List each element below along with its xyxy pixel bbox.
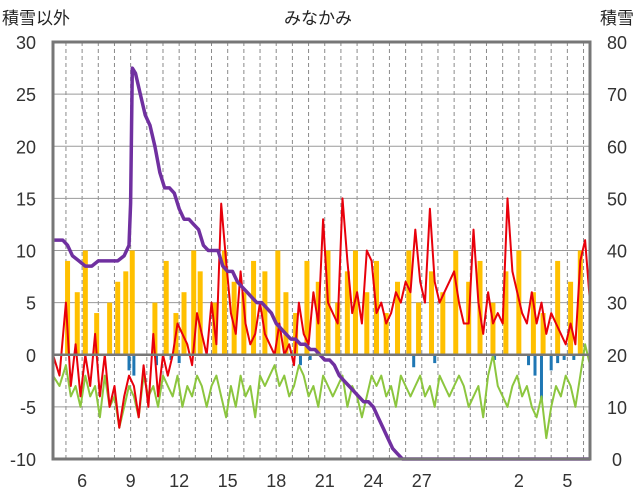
right-tick-label: 80: [607, 33, 627, 53]
chart-title: みなかみ: [284, 9, 352, 29]
precip-bars: [127, 354, 576, 402]
precip-bar: [572, 354, 576, 360]
right-axis-ticks: 80 70 60 50 40 30 20 10 0: [607, 33, 627, 470]
right-tick-label: 60: [607, 137, 627, 157]
max-temp-line: [52, 197, 591, 429]
left-tick-label: 10: [16, 242, 36, 262]
precip-bar: [177, 354, 181, 364]
sunshine-bar: [262, 271, 268, 355]
sunshine-bar: [74, 292, 80, 355]
x-tick-label: 15: [218, 471, 238, 491]
sunshine-bar: [221, 250, 227, 355]
left-tick-label: 0: [26, 346, 36, 366]
sunshine-bar: [335, 302, 341, 355]
precip-bar: [155, 354, 159, 366]
sunshine-bar: [152, 302, 158, 355]
left-tick-label: 15: [16, 189, 36, 209]
right-tick-label: 50: [607, 189, 627, 209]
precip-bar: [533, 354, 537, 376]
precip-bar: [308, 354, 312, 360]
sunshine-bar: [406, 250, 412, 355]
precip-bar: [556, 354, 560, 364]
sunshine-bar: [65, 260, 71, 355]
sunshine-bar: [428, 271, 434, 355]
precip-bar: [127, 354, 131, 371]
sunshine-bar: [395, 281, 401, 355]
sunshine-bar: [123, 271, 129, 355]
sunshine-bar: [181, 292, 187, 355]
x-tick-label: 2: [514, 471, 524, 491]
snow-depth-line: [53, 66, 590, 461]
left-tick-label: 30: [16, 33, 36, 53]
sunshine-bar: [191, 250, 197, 355]
x-tick-label: 21: [315, 471, 335, 491]
x-tick-label: 27: [412, 471, 432, 491]
precip-bar: [527, 354, 531, 366]
sunshine-bar: [283, 292, 289, 355]
sunshine-bar: [383, 313, 389, 355]
precip-bar: [132, 354, 136, 376]
sunshine-bar: [231, 281, 237, 355]
right-tick-label: 30: [607, 294, 627, 314]
x-tick-label: 9: [126, 471, 136, 491]
sunshine-bar: [530, 292, 536, 355]
precip-bar: [539, 354, 543, 402]
sunshine-bar: [364, 292, 370, 355]
series-lines: [52, 66, 591, 461]
sunshine-bar: [94, 313, 100, 355]
sunshine-bar: [275, 250, 281, 355]
precip-bar: [549, 354, 553, 371]
precip-bar: [412, 354, 416, 368]
x-tick-label: 12: [169, 471, 189, 491]
sunshine-bar: [344, 271, 350, 355]
sunshine-bar: [129, 250, 135, 355]
sunshine-bar: [490, 302, 496, 355]
left-tick-label: -10: [10, 450, 36, 470]
plot-frame: [51, 40, 592, 461]
left-tick-label: 5: [26, 294, 36, 314]
left-tick-label: 25: [16, 85, 36, 105]
x-tick-label: 24: [363, 471, 383, 491]
left-tick-label: -5: [20, 398, 36, 418]
x-tick-label: 6: [77, 471, 87, 491]
sunshine-bar: [503, 271, 509, 355]
right-tick-label: 20: [607, 346, 627, 366]
sunshine-bar: [241, 292, 247, 355]
sunshine-bar: [115, 281, 121, 355]
precip-bar: [493, 354, 497, 360]
right-tick-label: 70: [607, 85, 627, 105]
left-tick-label: 20: [16, 137, 36, 157]
sunshine-bar: [416, 302, 422, 355]
right-axis-label: 積雪: [600, 9, 634, 29]
sunshine-bar: [304, 260, 310, 355]
sunshine-bar: [197, 271, 203, 355]
precip-bar: [298, 354, 302, 366]
sunshine-bar: [251, 260, 257, 355]
sunshine-bar: [453, 250, 459, 355]
sunshine-bar: [540, 313, 546, 355]
sunshine-bar: [163, 260, 169, 355]
left-axis-ticks: 30 25 20 15 10 5 0 -5 -10: [10, 33, 36, 470]
right-tick-label: 10: [607, 398, 627, 418]
sunshine-bar: [107, 302, 113, 355]
x-tick-label: 5: [562, 471, 572, 491]
left-axis-label: 積雪以外: [2, 9, 70, 29]
sunshine-bar: [82, 250, 88, 355]
sunshine-bar: [568, 281, 574, 355]
precip-bar: [562, 354, 566, 360]
sunshine-bar: [440, 292, 446, 355]
right-tick-label: 40: [607, 242, 627, 262]
precip-bar: [433, 354, 437, 364]
sunshine-bar: [555, 260, 561, 355]
x-axis-ticks: 6 9 12 15 18 21 24 27 2 5: [77, 471, 572, 491]
sunshine-bar: [577, 250, 583, 355]
right-tick-label: 0: [612, 450, 622, 470]
x-tick-label: 18: [266, 471, 286, 491]
